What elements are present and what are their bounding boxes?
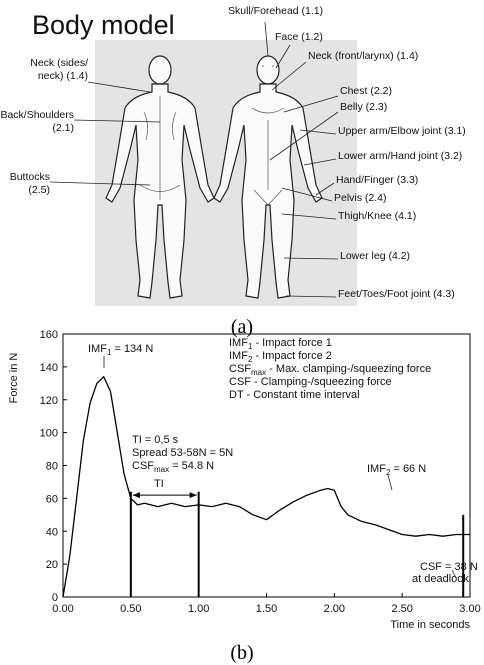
annotation-text: CSF - Clamping-/squeezing force — [229, 376, 392, 388]
body-part-label: Pelvis (2.4) — [334, 192, 387, 204]
annotation: at deadlook — [412, 573, 469, 585]
body-part-label: Lower leg (4.2) — [340, 250, 410, 262]
x-axis-label: Time in seconds — [390, 619, 470, 631]
annotation-text: TI = 0,5 s — [132, 434, 179, 446]
y-tick-label: 20 — [46, 559, 58, 571]
annotation-text: IMF — [88, 343, 107, 355]
body-part-label: Thigh/Knee (4.1) — [338, 210, 416, 222]
y-tick-label: 140 — [40, 362, 58, 374]
body-part-label: neck) (1.4) — [38, 70, 88, 82]
body-part-label: (2.1) — [52, 122, 74, 134]
body-part-label: Back/Shoulders — [0, 109, 74, 121]
body-part-label: Buttocks — [10, 171, 50, 183]
y-tick-label: 80 — [46, 461, 58, 473]
annotation-text: - Impact force 2 — [252, 350, 331, 362]
caption: (a) — [231, 316, 253, 338]
x-tick-label: 2.00 — [324, 603, 345, 615]
y-tick-label: 100 — [40, 428, 58, 440]
annotation: IMF1 - Impact force 1 — [229, 337, 332, 351]
body-part-label: Belly (2.3) — [340, 101, 387, 113]
x-tick-label: 3.00 — [459, 603, 480, 615]
data-line — [63, 377, 470, 597]
y-axis-label: Force in N — [8, 353, 20, 404]
annotation-text: at deadlook — [412, 573, 469, 585]
body-part-label: Neck (front/larynx) (1.4) — [308, 50, 418, 62]
body-part-label: Skull/Forehead (1.1) — [228, 5, 323, 17]
annotation: TI — [154, 478, 164, 490]
annotation: TI = 0,5 s — [132, 434, 179, 446]
annotation-subscript: max — [154, 465, 169, 474]
annotation: IMF2 = 66 N — [367, 463, 426, 477]
y-tick-label: 40 — [46, 526, 58, 538]
annotation-text: IMF — [229, 337, 248, 349]
x-tick-label: 1.50 — [256, 603, 277, 615]
annotation: DT - Constant time interval — [229, 389, 360, 401]
annotation: CSF = 38 N — [420, 561, 478, 573]
body-part-label: (2.5) — [28, 184, 50, 196]
body-part-label: Face (1.2) — [275, 31, 323, 43]
figure: Body model (a) Force in N Time in second… — [0, 0, 484, 665]
annotation: IMF2 - Impact force 2 — [229, 350, 332, 364]
caption: (b) — [230, 642, 253, 664]
y-tick-label: 160 — [40, 329, 58, 341]
annotation: CSF - Clamping-/squeezing force — [229, 376, 392, 388]
y-tick-label: 60 — [46, 493, 58, 505]
arrow-head — [133, 492, 140, 498]
annotation-text: IMF — [367, 463, 386, 475]
x-tick-label: 0.50 — [120, 603, 141, 615]
body-part-label: Hand/Finger (3.3) — [336, 174, 418, 186]
y-tick-label: 120 — [40, 395, 58, 407]
body-part-label: Neck (sides/ — [30, 57, 88, 69]
annotation: Spread 53-58N = 5N — [132, 447, 233, 459]
annotation-text: Spread 53-58N = 5N — [132, 447, 233, 459]
annotation: IMF1 = 134 N — [88, 343, 153, 357]
arrow-head — [190, 492, 197, 498]
annotation-text: CSF — [132, 460, 154, 472]
annotation: CSFmax - Max. clamping-/squeezing force — [229, 363, 431, 377]
annotation-text: DT - Constant time interval — [229, 389, 360, 401]
body-part-label: Upper arm/Elbow joint (3.1) — [338, 125, 466, 137]
x-tick-label: 2.50 — [391, 603, 412, 615]
annotation-text: = 134 N — [111, 343, 153, 355]
annotation-text: CSF = 38 N — [420, 561, 478, 573]
x-tick-label: 0.00 — [52, 603, 73, 615]
diagram-title: Body model — [32, 10, 175, 40]
annotation-text: TI — [154, 478, 164, 490]
annotation-text: - Impact force 1 — [252, 337, 331, 349]
annotation: CSFmax = 54.8 N — [132, 460, 214, 474]
annotation-text: - Max. clamping-/squeezing force — [266, 363, 431, 375]
annotation-text: = 54.8 N — [169, 460, 214, 472]
body-part-label: Lower arm/Hand joint (3.2) — [338, 150, 462, 162]
x-tick-label: 1.00 — [188, 603, 209, 615]
body-part-label: Chest (2.2) — [340, 85, 392, 97]
page: { "figure_a": { "title": "Body model", "… — [0, 0, 484, 665]
annotation-text: CSF — [229, 363, 251, 375]
annotation-text: IMF — [229, 350, 248, 362]
body-part-label: Feet/Toes/Foot joint (4.3) — [338, 288, 455, 300]
annotation-text: = 66 N — [390, 463, 426, 475]
